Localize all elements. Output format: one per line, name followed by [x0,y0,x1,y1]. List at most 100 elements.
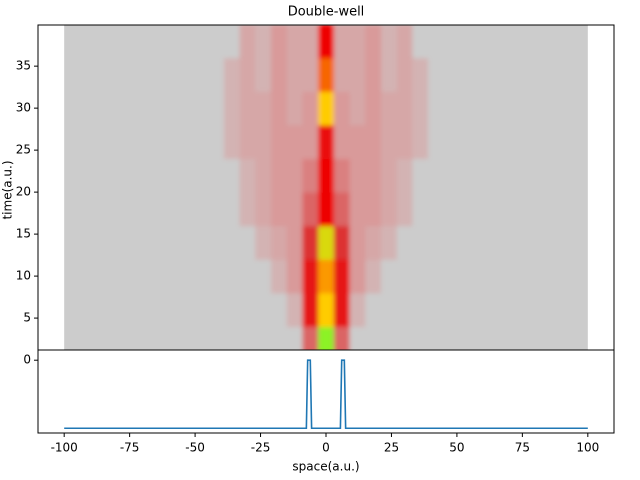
density-cell [223,124,241,160]
density-cell [286,225,303,260]
density-cell [380,326,398,350]
density-cell [255,292,272,327]
axes-frame [37,349,615,434]
x-tick-label: -25 [251,441,271,455]
density-cell [349,292,366,327]
density-cell [365,326,382,350]
x-tick-label: -50 [185,441,205,455]
density-cell [223,57,241,92]
x-tick-label: 100 [576,441,599,455]
density-cell [333,259,351,294]
density-cell [428,259,445,294]
density-cell [318,25,335,59]
plot-area [64,25,588,350]
density-cell [286,91,303,126]
density-cell [349,57,366,92]
density-cell [396,124,413,160]
density-cell [333,292,351,327]
density-cell [286,292,303,327]
y-tick-label: 10 [16,269,31,283]
density-cell [396,292,413,327]
density-cell [380,192,398,227]
density-cell [333,124,351,160]
density-cell [208,192,225,227]
density-cell [318,292,335,327]
density-cell [239,225,256,260]
density-cell [412,91,429,126]
density-cell [302,192,319,227]
density-cell [302,225,319,260]
density-cell [302,158,319,193]
density-cell [380,57,398,92]
density-cell [208,91,225,126]
density-cell [428,225,445,260]
density-cell [412,25,429,59]
density-cell [255,326,272,350]
density-cell [380,225,398,260]
density-cell [380,292,398,327]
density-cell [396,91,413,126]
density-cell [333,25,351,59]
density-cell [255,57,272,92]
density-cell [271,192,288,227]
density-cell [223,192,241,227]
density-cell [208,225,225,260]
density-cell [412,158,429,193]
x-tick-label: 75 [515,441,530,455]
density-cell [333,225,351,260]
density-cell [412,326,429,350]
density-cell [271,57,288,92]
density-cell [239,57,256,92]
potential-line [64,359,588,430]
density-cell [333,57,351,92]
density-cell [271,158,288,193]
density-cell [428,192,445,227]
density-cell [365,225,382,260]
density-cell [380,25,398,59]
density-cell [302,292,319,327]
density-cell [333,158,351,193]
density-cell [302,91,319,126]
density-cell [412,259,429,294]
density-cell [223,292,241,327]
y-tick-label: 35 [16,59,31,73]
density-cell [255,25,272,59]
density-cell [271,326,288,350]
density-cell [365,192,382,227]
density-cell [208,292,225,327]
x-tick-label: -75 [120,441,140,455]
density-cell [302,57,319,92]
density-cell [255,192,272,227]
density-cell [286,124,303,160]
y-tick-label: 5 [23,311,31,325]
density-cell [286,259,303,294]
density-cell [428,91,445,126]
chart-title: Double-well [288,5,365,20]
density-cell [380,259,398,294]
density-cell [286,57,303,92]
density-cell [380,91,398,126]
density-cell [349,91,366,126]
density-cell [208,259,225,294]
density-cell [365,158,382,193]
density-cell [380,124,398,160]
density-cell [286,192,303,227]
density-cell [365,292,382,327]
density-cell [396,25,413,59]
density-cell [349,25,366,59]
y-tick-label: 15 [16,227,31,241]
density-cell [412,192,429,227]
density-cell [271,292,288,327]
density-cell [396,192,413,227]
density-cell [208,124,225,160]
density-cell [396,158,413,193]
density-cell [318,57,335,92]
density-cell [302,25,319,59]
density-cell [208,25,225,59]
density-cell [223,225,241,260]
density-cell [380,158,398,193]
density-cell [412,124,429,160]
density-cell [255,158,272,193]
density-cell [349,124,366,160]
density-cells [208,25,445,350]
